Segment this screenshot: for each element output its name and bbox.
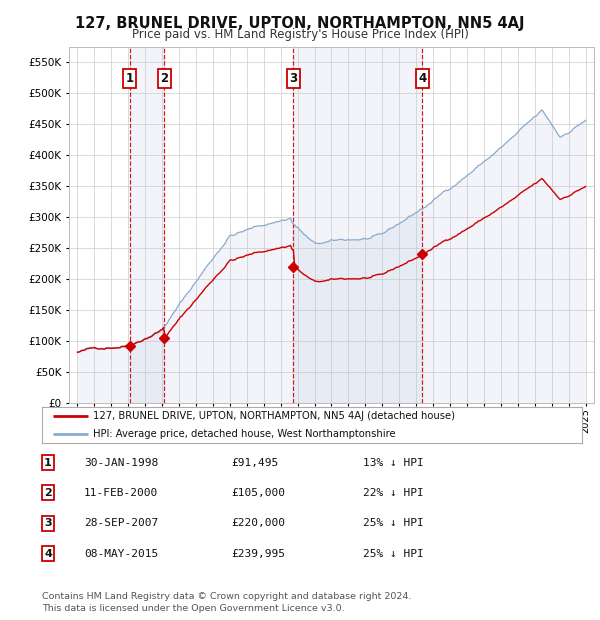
Text: 127, BRUNEL DRIVE, UPTON, NORTHAMPTON, NN5 4AJ: 127, BRUNEL DRIVE, UPTON, NORTHAMPTON, N… [75, 16, 525, 31]
Bar [293, 46, 422, 403]
Text: 08-MAY-2015: 08-MAY-2015 [84, 549, 158, 559]
Text: 3: 3 [289, 72, 298, 85]
Text: 28-SEP-2007: 28-SEP-2007 [84, 518, 158, 528]
Bar [130, 46, 164, 403]
Text: 1: 1 [125, 72, 134, 85]
Text: Contains HM Land Registry data © Crown copyright and database right 2024.
This d: Contains HM Land Registry data © Crown c… [42, 591, 412, 613]
Text: £220,000: £220,000 [231, 518, 285, 528]
Text: £239,995: £239,995 [231, 549, 285, 559]
Text: HPI: Average price, detached house, West Northamptonshire: HPI: Average price, detached house, West… [94, 429, 396, 440]
Text: 13% ↓ HPI: 13% ↓ HPI [363, 458, 424, 467]
Text: 22% ↓ HPI: 22% ↓ HPI [363, 488, 424, 498]
Text: £105,000: £105,000 [231, 488, 285, 498]
Text: 4: 4 [44, 549, 52, 559]
Text: £91,495: £91,495 [231, 458, 278, 467]
Text: 25% ↓ HPI: 25% ↓ HPI [363, 549, 424, 559]
Text: 4: 4 [418, 72, 427, 85]
Text: 2: 2 [160, 72, 168, 85]
Text: 3: 3 [44, 518, 52, 528]
Text: 25% ↓ HPI: 25% ↓ HPI [363, 518, 424, 528]
Text: 127, BRUNEL DRIVE, UPTON, NORTHAMPTON, NN5 4AJ (detached house): 127, BRUNEL DRIVE, UPTON, NORTHAMPTON, N… [94, 411, 455, 422]
Text: 11-FEB-2000: 11-FEB-2000 [84, 488, 158, 498]
Text: Price paid vs. HM Land Registry's House Price Index (HPI): Price paid vs. HM Land Registry's House … [131, 28, 469, 41]
Text: 30-JAN-1998: 30-JAN-1998 [84, 458, 158, 467]
Text: 2: 2 [44, 488, 52, 498]
Text: 1: 1 [44, 458, 52, 467]
